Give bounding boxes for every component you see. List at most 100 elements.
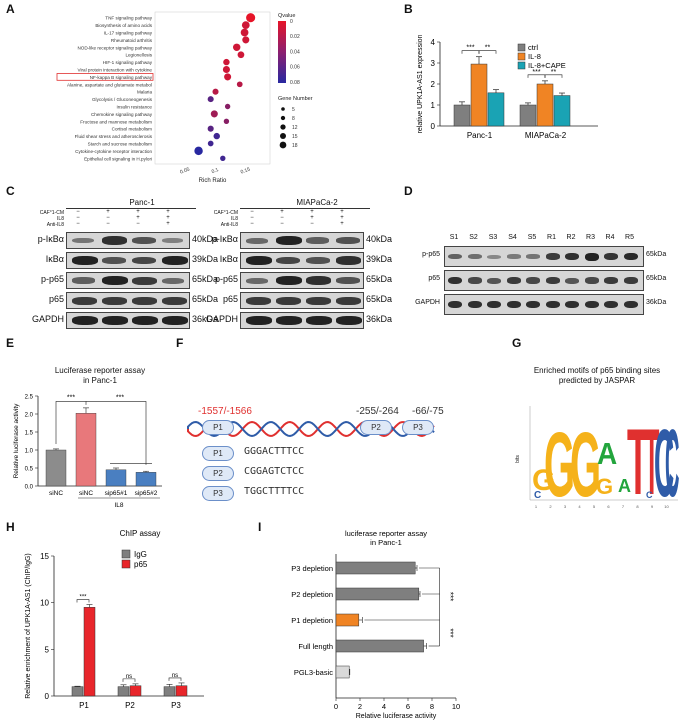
i-title: luciferase reporter assay [345, 529, 427, 538]
panel-a-bubble-chart: TNF signaling pathway Biosynthesis of ami… [20, 8, 390, 184]
c-sign: − [280, 215, 284, 221]
e-y-tick: 1.0 [25, 449, 34, 455]
b-legend-swatch [517, 52, 526, 61]
i-category-label: Full length [298, 642, 333, 651]
svg-text:G: G [532, 464, 555, 497]
g-position-label: 5 [593, 504, 596, 509]
x-tick-label: 0.1 [211, 167, 220, 175]
pathway-label: Glycolysis / Gluconeogenesis [92, 97, 153, 102]
g-position-label: 8 [636, 504, 639, 509]
bubble-point [207, 140, 214, 147]
bubble-point [220, 155, 226, 161]
bubble-point [212, 88, 219, 95]
c-blot-strip [240, 292, 364, 309]
c-sign: + [166, 221, 170, 227]
e-category-label: siNC [49, 490, 63, 497]
h-bar [83, 607, 96, 697]
c-condition-label: CAF°1-CM [213, 210, 238, 216]
c-row-label: p65 [48, 294, 64, 304]
h-y-label: Relative enrichment of UPK1A-AS1 (ChIP/I… [25, 553, 32, 699]
svg-text:C: C [646, 490, 653, 500]
panel-f-binding-sites: -1557/-1566 -255/-264 -66/-75 P1 P2 P3 P… [186, 346, 506, 518]
bubble-point [240, 28, 249, 37]
c-sign: − [136, 221, 140, 227]
b-sig-label: *** [532, 69, 540, 76]
bubble-point [241, 21, 250, 29]
b-legend-label: ctrl [528, 43, 538, 52]
c-size-label: 40kDa [192, 234, 219, 244]
b-sig-label: ** [551, 69, 557, 76]
d-lane-label: S2 [469, 234, 478, 241]
b-y-tick: 1 [431, 101, 436, 110]
e-sig-label: *** [67, 394, 75, 401]
d-blot-strip [444, 270, 644, 291]
pathway-label: Starch and sucrose metabolism [88, 142, 153, 147]
b-bar [553, 95, 571, 127]
b-y-tick: 0 [431, 122, 436, 131]
panel-label-c: C [6, 184, 15, 198]
bubble-point [210, 110, 218, 118]
d-row-label: p65 [428, 275, 440, 282]
b-y-label: relative UPK1A-AS1 expression [417, 34, 424, 133]
h-title: ChIP assay [120, 529, 161, 538]
h-y-tick: 0 [45, 692, 50, 701]
i-bar [335, 639, 424, 653]
c-blot-strip [66, 312, 190, 329]
panel-label-i: I [258, 520, 262, 534]
b-sig-label: *** [466, 45, 474, 52]
g-position-label: 1 [535, 504, 538, 509]
p1-sequence: GGGACTTTCC [244, 446, 305, 457]
h-bar [175, 685, 188, 697]
c-size-label: 39kDa [366, 254, 393, 264]
c-row-label: p-IκBα [37, 234, 64, 244]
gene-size-dot [280, 133, 286, 139]
c-blot-strip [66, 272, 190, 289]
pathway-label: IL-17 signaling pathway [104, 31, 153, 36]
h-legend-label: IgG [134, 550, 147, 559]
i-bar [335, 587, 420, 601]
g-position-label: 9 [651, 504, 654, 509]
h-bar [129, 685, 142, 697]
p1-box: P1 [202, 420, 234, 435]
svg-text:A: A [618, 476, 631, 496]
c-sign: + [310, 209, 314, 215]
g-position-label: 6 [607, 504, 610, 509]
qvalue-tick: 0 [290, 19, 293, 25]
sequence-logo: G C G G A G A T T C C C 1 2 3 4 5 6 7 8 9 10 [529, 406, 679, 517]
h-category-label: P1 [79, 701, 89, 710]
d-lane-label: S1 [449, 234, 459, 241]
c-sign: − [310, 221, 314, 227]
c-blot-strip [66, 252, 190, 269]
panel-label-b: B [404, 2, 413, 16]
p2-box: P2 [360, 420, 392, 435]
pathway-label: TNF signaling pathway [105, 16, 152, 21]
i-category-label: P1 depletion [291, 616, 333, 625]
gene-size-label: 15 [292, 134, 298, 140]
h-legend-label: p65 [134, 560, 148, 569]
c-size-label: 65kDa [192, 274, 219, 284]
bubble-point [223, 58, 230, 66]
qvalue-tick: 0.02 [290, 34, 300, 40]
c-size-label: 36kDa [192, 314, 219, 324]
panel-e-bar-chart: Luciferase reporter assay in Panc-1 0.0 0… [10, 346, 170, 518]
d-lane-label: R2 [566, 234, 576, 241]
d-lane-label: R5 [625, 234, 634, 241]
bubble-plot-frame [154, 11, 271, 165]
e-category-label: sip65#1 [105, 490, 128, 497]
bubble-point [194, 146, 203, 156]
e-y-tick: 2.5 [25, 395, 34, 401]
panel-label-f: F [176, 336, 184, 350]
c-sign: + [136, 209, 140, 215]
c-sign: + [340, 215, 344, 221]
d-size-label: 36kDa [646, 299, 667, 306]
x-tick-label: 0.15 [240, 167, 251, 176]
c-sign: + [136, 215, 140, 221]
site-p2-label: -255/-264 [356, 406, 399, 417]
d-row-label: GAPDH [415, 299, 440, 306]
pathway-label: Malaria [137, 90, 153, 95]
bubble-point [236, 81, 243, 88]
pathway-label: Rheumatoid arthritis [111, 38, 153, 43]
bar-chart-e-svg: 0.0 0.5 1.0 1.5 2.0 2.5 Relative luciferase ac… [13, 394, 162, 509]
p3-box: P3 [402, 420, 434, 435]
